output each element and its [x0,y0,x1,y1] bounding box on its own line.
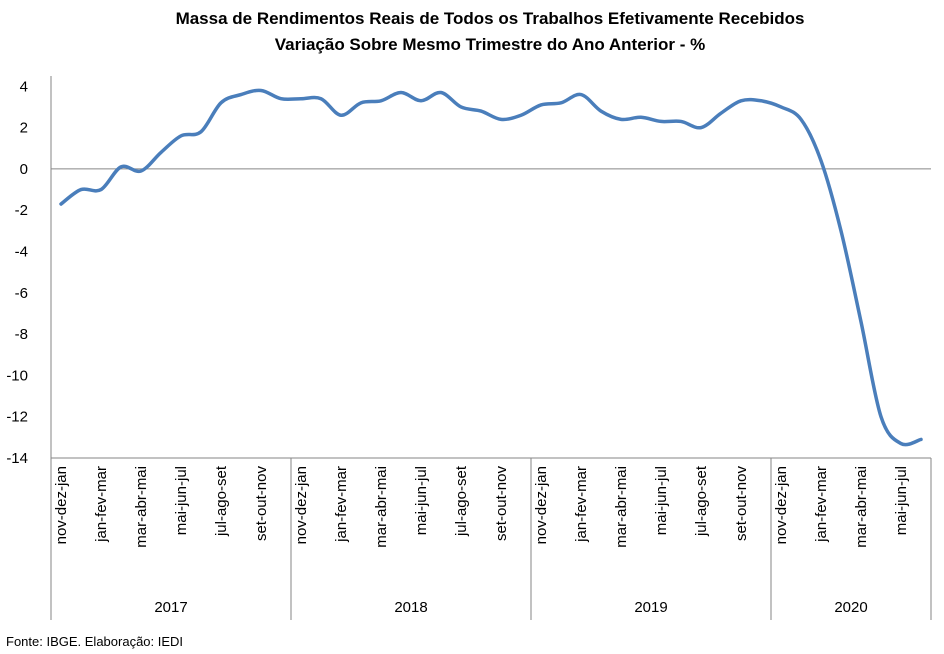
y-tick-label: 2 [20,120,28,137]
chart-title: Massa de Rendimentos Reais de Todos os T… [176,9,805,28]
x-tick-label: set-out-nov [733,466,750,542]
group-label: 2019 [634,599,667,616]
y-tick-label: 4 [20,78,28,95]
x-tick-label: set-out-nov [253,466,270,542]
y-tick-label: -2 [15,202,28,219]
x-tick-label: nov-dez-jan [53,466,70,544]
x-tick-label: set-out-nov [493,466,510,542]
x-tick-label: jan-fev-mar [93,466,110,543]
x-tick-label: jan-fev-mar [573,466,590,543]
x-tick-label: jul-ago-set [453,465,470,537]
y-tick-label: -10 [6,367,28,384]
x-tick-label: nov-dez-jan [293,466,310,544]
x-tick-label: jul-ago-set [213,465,230,537]
x-tick-label: jan-fev-mar [333,466,350,543]
y-tick-label: -6 [15,285,28,302]
y-tick-label: -4 [15,244,28,261]
source-note: Fonte: IBGE. Elaboração: IEDI [6,634,183,649]
chart-subtitle: Variação Sobre Mesmo Trimestre do Ano An… [275,35,705,54]
x-tick-label: jul-ago-set [693,465,710,537]
x-tick-label: nov-dez-jan [773,466,790,544]
y-tick-label: -14 [6,450,28,467]
x-tick-label: mar-abr-mai [373,466,390,548]
x-tick-label: mai-jun-jul [653,466,670,535]
data-line [59,88,923,447]
x-tick-label: mar-abr-mai [613,466,630,548]
x-tick-label: mai-jun-jul [413,466,430,535]
group-label: 2017 [154,599,187,616]
x-tick-label: jan-fev-mar [813,466,830,543]
x-tick-label: mar-abr-mai [133,466,150,548]
x-tick-label: nov-dez-jan [533,466,550,544]
group-label: 2018 [394,599,427,616]
x-tick-label: mai-jun-jul [893,466,910,535]
y-tick-label: -8 [15,326,28,343]
x-tick-label: mar-abr-mai [853,466,870,548]
y-tick-label: 0 [20,161,28,178]
y-tick-label: -12 [6,409,28,426]
x-tick-label: mai-jun-jul [173,466,190,535]
group-label: 2020 [834,599,867,616]
